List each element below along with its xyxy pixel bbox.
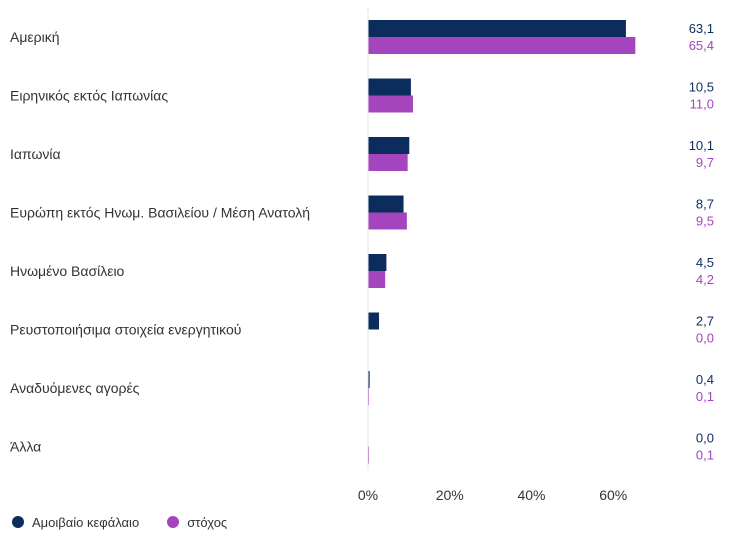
x-tick-label: 60% (599, 487, 627, 503)
bar-fund (368, 78, 411, 96)
value-label-fund: 0,0 (696, 431, 714, 446)
legend-marker-target (167, 516, 180, 528)
category-labels: Αμερική Ειρηνικός εκτός Ιαπωνίας Ιαπωνία Ευ… (10, 29, 310, 455)
value-labels: 63,1 65,4 10,5 11,0 10,1 9,7 8,7 9,5 4,5 4,2 2,7 0,… (689, 21, 714, 463)
bar-fund (368, 254, 387, 271)
legend-label-fund: Αμοιβαίο κεφάλαιο (32, 514, 140, 530)
bar-target (368, 95, 413, 113)
value-label-target: 9,5 (696, 214, 714, 229)
value-label-fund: 10,5 (689, 80, 714, 95)
x-axis: 0% 20% 40% 60% (358, 8, 627, 503)
bar-fund (368, 20, 626, 37)
value-label-fund: 63,1 (689, 21, 714, 36)
x-tick-label: 40% (517, 487, 545, 503)
bar-fund (368, 371, 370, 388)
value-label-target: 0,1 (696, 448, 714, 463)
value-label-target: 65,4 (689, 38, 714, 53)
category-label: Ευρώπη εκτός Ηνωμ. Βασιλείου / Μέση Ανατ… (10, 205, 310, 221)
legend-item-fund[interactable]: Αμοιβαίο κεφάλαιο (12, 515, 139, 530)
bar-target (368, 37, 636, 54)
bars (368, 20, 636, 464)
value-label-target: 0,0 (696, 331, 714, 346)
bar-target (368, 154, 408, 171)
category-label: Ιαπωνία (10, 146, 61, 162)
value-label-fund: 2,7 (696, 314, 714, 329)
bar-target (368, 271, 386, 288)
bar-fund (368, 137, 410, 154)
x-tick-label: 0% (358, 487, 378, 503)
value-label-fund: 4,5 (696, 255, 714, 270)
bar-target (368, 212, 407, 230)
category-label: Ρευστοποιήσιμα στοιχεία ενεργητικού (10, 322, 241, 338)
bar-fund (368, 195, 404, 213)
value-label-target: 11,0 (690, 97, 714, 112)
value-label-target: 4,2 (696, 272, 714, 287)
value-label-fund: 8,7 (696, 197, 714, 212)
legend: Αμοιβαίο κεφάλαιο στόχος (12, 511, 255, 533)
bar-fund (368, 312, 380, 330)
value-label-fund: 0,4 (696, 372, 714, 387)
legend-item-target[interactable]: στόχος (167, 515, 227, 530)
legend-label-target: στόχος (187, 514, 228, 530)
legend-marker-fund (12, 516, 24, 528)
x-tick-label: 20% (436, 487, 464, 503)
value-label-fund: 10,1 (689, 138, 714, 153)
value-label-target: 9,7 (696, 155, 714, 170)
value-label-target: 0,1 (696, 389, 714, 404)
category-label: Ειρηνικός εκτός Ιαπωνίας (10, 88, 168, 104)
category-label: Άλλα (10, 439, 41, 455)
category-label: Αμερική (10, 29, 60, 45)
category-label: Αναδυόμενες αγορές (10, 380, 140, 396)
category-label: Ηνωμένο Βασίλειο (10, 263, 125, 279)
